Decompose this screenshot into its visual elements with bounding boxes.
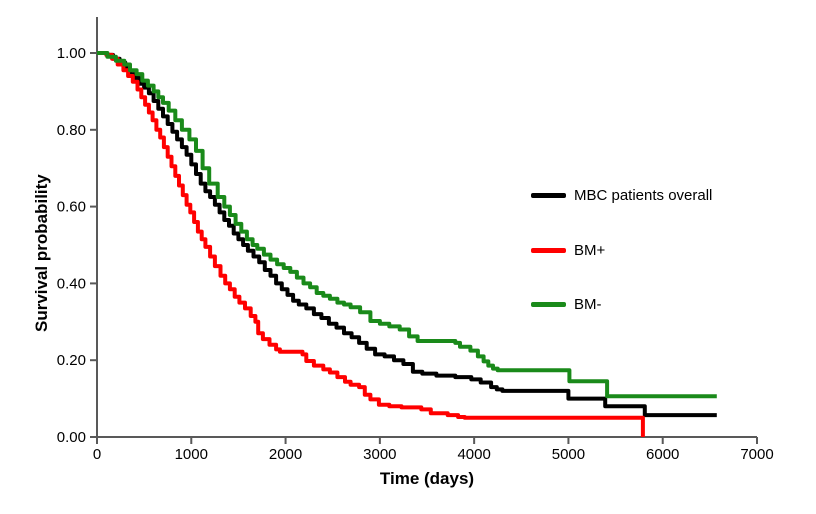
series-curve-mbc-patients-overall <box>97 51 717 418</box>
series-curve-bm- <box>97 51 717 399</box>
legend-swatch-red-line <box>531 247 566 253</box>
y-axis-title: Survival probability <box>32 174 51 332</box>
x-tick-label: 6000 <box>646 446 679 463</box>
y-tick-label: 0.60 <box>57 199 86 216</box>
x-tick-label: 3000 <box>363 446 396 463</box>
x-tick-label: 5000 <box>552 446 585 463</box>
legend-label-bm-negative: BM- <box>574 295 602 313</box>
legend-label-bm-positive: BM+ <box>574 241 606 259</box>
y-tick-label: 0.80 <box>57 122 86 139</box>
legend-item-bm-negative: BM- <box>531 295 602 313</box>
x-axis-title: Time (days) <box>379 469 475 488</box>
y-tick-label: 1.00 <box>57 45 86 62</box>
legend-label-mbc-overall: MBC patients overall <box>574 186 713 204</box>
legend-swatch-black-line <box>531 192 566 198</box>
x-tick-label: 2000 <box>269 446 302 463</box>
y-tick-label: 0.20 <box>57 352 86 369</box>
x-tick-label: 4000 <box>457 446 490 463</box>
series-curve-bm- <box>97 51 645 437</box>
legend-item-mbc-overall: MBC patients overall <box>531 186 712 204</box>
x-tick-label: 1000 <box>175 446 208 463</box>
y-tick-label: 0.40 <box>57 275 86 292</box>
legend-swatch-green-line <box>531 301 566 307</box>
y-tick-label: 0.00 <box>57 429 86 446</box>
legend: MBC patients overall BM+ BM- <box>531 186 771 316</box>
x-tick-label: 0 <box>93 446 101 463</box>
x-tick-label: 7000 <box>740 446 773 463</box>
legend-item-bm-positive: BM+ <box>531 241 605 259</box>
